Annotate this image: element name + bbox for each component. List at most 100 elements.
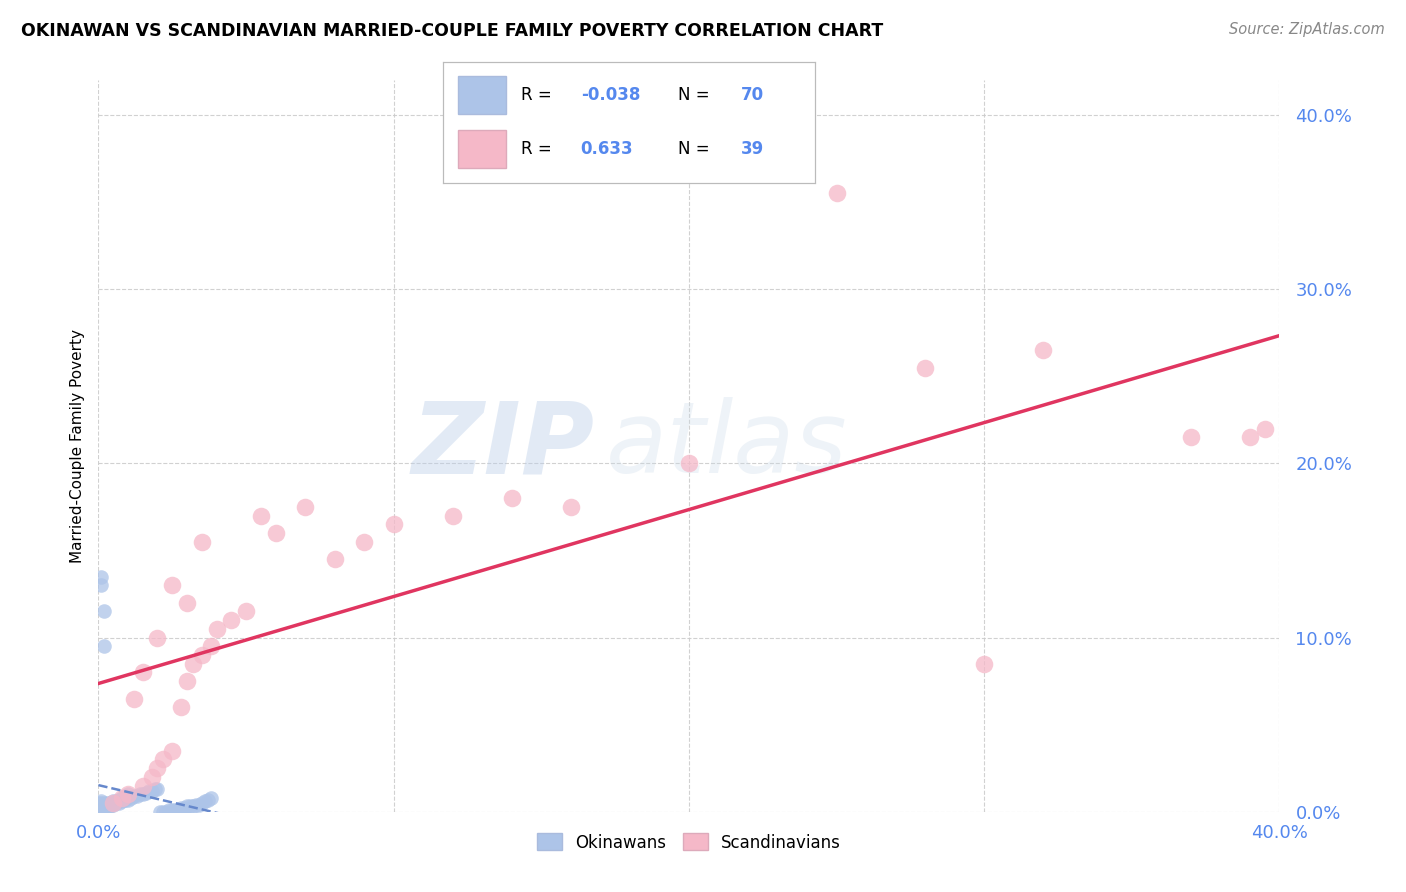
Legend: Okinawans, Scandinavians: Okinawans, Scandinavians	[530, 827, 848, 858]
Point	[162, 744, 183, 758]
Point	[170, 801, 193, 815]
Point	[187, 797, 209, 812]
Point	[105, 794, 128, 808]
Point	[152, 805, 174, 819]
Point	[98, 797, 121, 812]
Point	[96, 801, 118, 815]
Point	[90, 794, 112, 808]
Point	[141, 784, 163, 798]
Point	[176, 596, 198, 610]
Point	[87, 799, 110, 814]
Point	[200, 640, 222, 654]
Point	[157, 803, 180, 817]
Point	[93, 796, 115, 810]
Point	[87, 805, 110, 819]
Text: N =: N =	[678, 140, 709, 158]
Text: ZIP: ZIP	[412, 398, 595, 494]
Point	[90, 805, 112, 819]
Point	[105, 796, 128, 810]
Point	[194, 794, 217, 808]
Point	[93, 803, 115, 817]
Point	[152, 752, 174, 766]
Point	[1180, 430, 1202, 444]
Point	[678, 457, 700, 471]
Point	[264, 526, 287, 541]
Point	[90, 801, 112, 815]
Point	[132, 665, 155, 680]
Point	[114, 792, 136, 806]
Point	[90, 797, 112, 812]
Point	[117, 787, 139, 801]
Point	[87, 805, 110, 819]
Text: OKINAWAN VS SCANDINAVIAN MARRIED-COUPLE FAMILY POVERTY CORRELATION CHART: OKINAWAN VS SCANDINAVIAN MARRIED-COUPLE …	[21, 22, 883, 40]
Point	[108, 796, 131, 810]
Point	[103, 796, 125, 810]
Point	[441, 508, 464, 523]
Point	[1239, 430, 1261, 444]
Point	[197, 792, 219, 806]
Point	[176, 674, 198, 689]
Point	[90, 578, 112, 592]
Point	[103, 794, 125, 808]
Text: R =: R =	[522, 140, 553, 158]
Point	[135, 786, 157, 800]
Point	[111, 790, 134, 805]
Point	[155, 805, 177, 819]
Point	[128, 787, 150, 801]
Point	[141, 770, 163, 784]
Point	[825, 186, 848, 201]
Point	[235, 604, 257, 618]
Point	[173, 801, 195, 815]
Point	[117, 787, 139, 801]
Point	[98, 799, 121, 814]
Point	[96, 799, 118, 814]
Point	[120, 790, 142, 805]
Point	[90, 796, 112, 810]
Bar	[458, 76, 506, 114]
Point	[382, 517, 405, 532]
Point	[501, 491, 523, 506]
Point	[250, 508, 273, 523]
Bar	[458, 130, 506, 169]
Text: 0.633: 0.633	[581, 140, 633, 158]
Point	[93, 799, 115, 814]
Point	[125, 789, 148, 803]
Point	[221, 613, 243, 627]
Point	[103, 796, 125, 810]
Point	[146, 761, 169, 775]
Point	[87, 801, 110, 815]
Point	[87, 803, 110, 817]
Point	[181, 657, 204, 671]
Point	[122, 789, 145, 803]
Point	[93, 640, 115, 654]
Point	[87, 796, 110, 810]
Point	[353, 534, 375, 549]
Point	[93, 797, 115, 812]
Point	[560, 500, 582, 514]
Point	[170, 700, 193, 714]
Point	[87, 799, 110, 814]
Point	[132, 787, 155, 801]
Point	[973, 657, 995, 671]
Point	[149, 805, 172, 819]
Point	[87, 803, 110, 817]
Point	[323, 552, 346, 566]
Point	[90, 569, 112, 583]
Text: -0.038: -0.038	[581, 86, 640, 104]
Point	[90, 803, 112, 817]
Point	[122, 691, 145, 706]
Point	[181, 799, 204, 814]
Point	[103, 797, 125, 812]
Point	[98, 796, 121, 810]
Text: N =: N =	[678, 86, 709, 104]
Point	[162, 578, 183, 592]
Point	[176, 799, 198, 814]
Point	[191, 534, 214, 549]
Point	[179, 799, 201, 814]
Point	[1254, 421, 1277, 435]
Point	[914, 360, 936, 375]
Text: 70: 70	[741, 86, 763, 104]
Point	[146, 782, 169, 797]
Text: R =: R =	[522, 86, 553, 104]
Point	[167, 803, 190, 817]
